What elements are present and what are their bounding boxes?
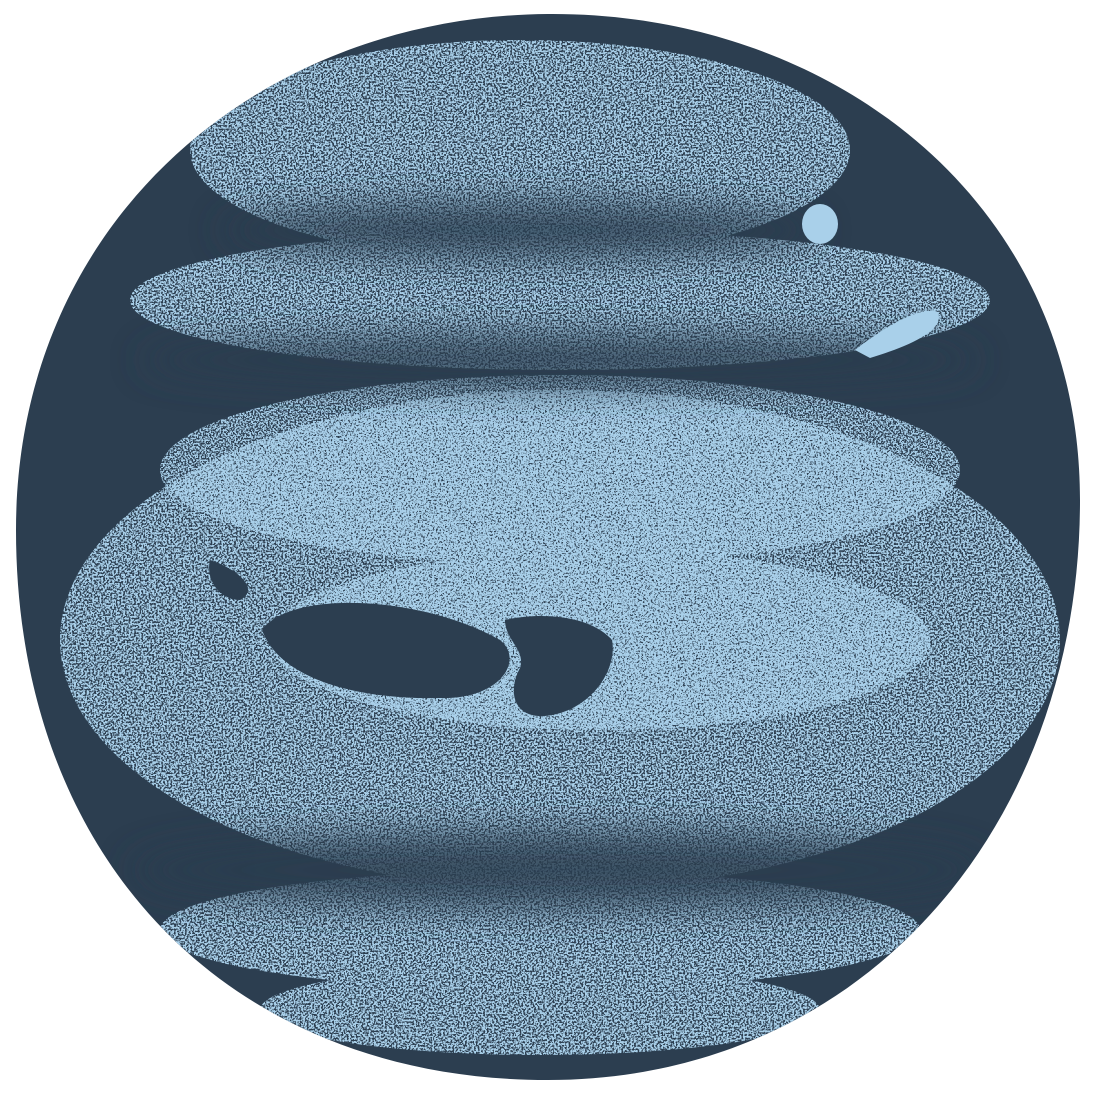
bright-spots [802, 204, 939, 358]
dark-bands [130, 202, 990, 910]
dark-spot [209, 560, 613, 717]
